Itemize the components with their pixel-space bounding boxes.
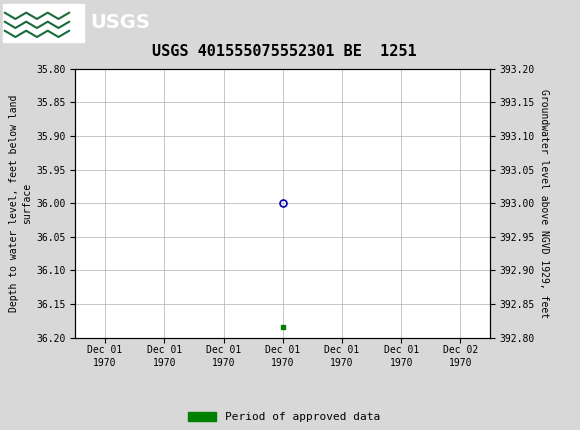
Y-axis label: Groundwater level above NGVD 1929, feet: Groundwater level above NGVD 1929, feet — [539, 89, 549, 318]
Text: USGS: USGS — [90, 13, 150, 32]
Y-axis label: Depth to water level, feet below land
surface: Depth to water level, feet below land su… — [9, 95, 32, 312]
Bar — [3, 3, 84, 42]
Text: USGS 401555075552301 BE  1251: USGS 401555075552301 BE 1251 — [152, 44, 416, 59]
Legend: Period of approved data: Period of approved data — [188, 412, 380, 422]
